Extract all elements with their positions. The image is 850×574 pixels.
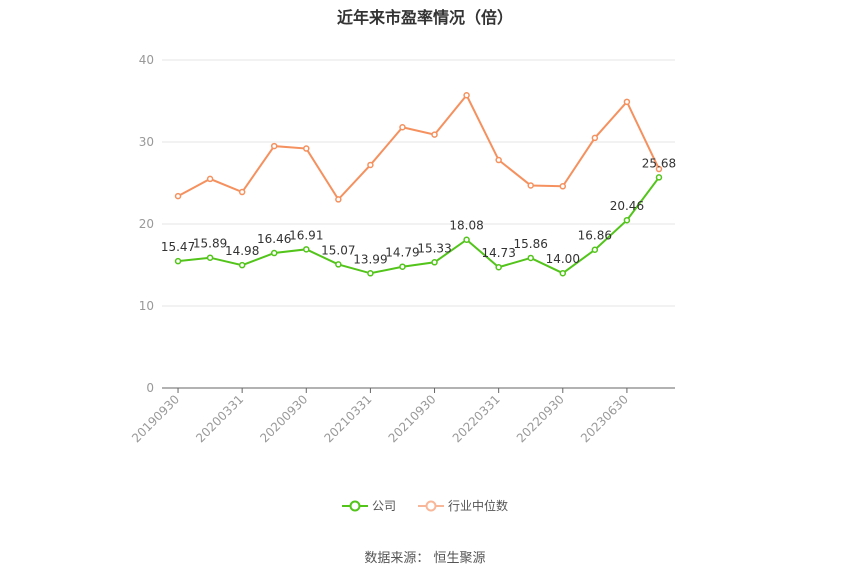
company-data-label: 13.99 <box>353 252 387 266</box>
company-data-label: 16.46 <box>257 232 291 246</box>
industry-data-point <box>655 165 663 173</box>
x-tick-label: 20200331 <box>193 392 246 445</box>
industry-data-point <box>303 145 310 152</box>
company-data-label: 20.46 <box>610 199 644 213</box>
line-chart: 0 10 20 30 40 20190930 20200331 20200930 2021033… <box>129 53 676 445</box>
company-data-label: 15.47 <box>161 240 195 254</box>
industry-series-line <box>177 93 660 202</box>
industry-data-point <box>591 134 599 142</box>
company-data-label: 14.98 <box>225 244 259 258</box>
industry-data-point <box>174 192 182 200</box>
chart-title: 近年来市盈率情况（倍） <box>336 8 513 27</box>
x-tick-label: 20200930 <box>257 392 310 445</box>
industry-data-point <box>431 131 438 138</box>
y-tick-label: 20 <box>139 217 154 231</box>
legend-company-marker-icon <box>341 500 368 511</box>
x-tick-label: 20220930 <box>514 392 567 445</box>
company-data-point <box>527 254 534 262</box>
industry-data-point <box>463 92 470 99</box>
industry-data-point <box>367 161 374 169</box>
company-data-label: 14.00 <box>546 252 580 266</box>
y-tick-label: 0 <box>146 381 154 395</box>
company-data-point <box>206 254 214 261</box>
x-tick-label: 20210331 <box>321 392 374 445</box>
company-series-line <box>177 176 660 275</box>
company-data-label: 16.86 <box>578 229 612 243</box>
company-data-point <box>559 269 567 277</box>
industry-data-point <box>206 175 214 183</box>
company-data-point <box>303 246 310 253</box>
company-data-point <box>238 261 246 269</box>
industry-data-point <box>335 196 342 203</box>
company-data-label: 15.07 <box>321 243 355 257</box>
industry-data-point <box>527 182 534 189</box>
industry-data-point <box>559 183 567 190</box>
company-data-label: 25.68 <box>642 156 676 170</box>
company-data-point <box>367 270 374 277</box>
company-data-point <box>655 174 663 181</box>
legend-label-company: 公司 <box>371 499 396 513</box>
x-tick-label: 20230630 <box>578 392 631 445</box>
industry-data-point <box>495 156 502 164</box>
legend: 公司 行业中位数 <box>0 497 850 514</box>
x-tick-label: 20190930 <box>129 392 182 445</box>
company-data-point <box>431 259 438 266</box>
company-data-label: 14.73 <box>481 246 515 260</box>
industry-data-point <box>399 123 406 131</box>
company-data-point <box>623 216 631 224</box>
company-data-point <box>591 246 599 253</box>
company-data-label: 18.08 <box>449 219 483 233</box>
x-tick-label: 20220331 <box>450 392 503 445</box>
legend-item-company[interactable]: 公司 <box>341 497 396 514</box>
company-data-label: 16.91 <box>289 228 323 242</box>
company-data-point <box>335 261 342 268</box>
x-tick-label: 20210930 <box>386 392 439 445</box>
company-data-label: 15.33 <box>417 241 451 255</box>
company-data-point <box>399 263 406 270</box>
company-data-label: 15.89 <box>193 237 227 251</box>
company-data-label: 15.86 <box>514 237 548 251</box>
legend-label-industry-median: 行业中位数 <box>448 499 509 513</box>
industry-data-point <box>270 142 278 150</box>
y-tick-label: 30 <box>139 135 154 149</box>
legend-item-industry-median[interactable]: 行业中位数 <box>418 497 508 514</box>
data-source-note: 数据来源： 恒生聚源 <box>364 551 486 566</box>
company-data-point <box>463 236 470 243</box>
company-data-point <box>270 249 278 257</box>
industry-data-point <box>238 188 246 196</box>
legend-industry-marker-icon <box>418 500 444 511</box>
company-data-label: 14.79 <box>385 246 419 260</box>
industry-data-point <box>623 98 631 106</box>
company-data-point <box>495 263 502 271</box>
y-tick-label: 10 <box>139 299 154 313</box>
y-tick-label: 40 <box>139 53 154 67</box>
company-data-point <box>174 257 182 265</box>
